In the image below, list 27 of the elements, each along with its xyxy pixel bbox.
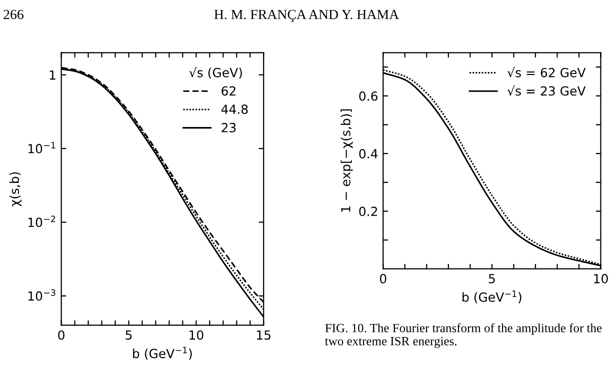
- y-tick-label: 0.2: [359, 206, 378, 216]
- y-tick-label: 10$^{−3}$: [28, 289, 56, 301]
- y-tick-label: 10$^{−2}$: [28, 216, 56, 228]
- legend-label: 62: [222, 86, 236, 96]
- y-tick-label: 0.4: [359, 149, 378, 158]
- y-axis-title: 1 − exp[−χ(s,b)]: [340, 109, 353, 212]
- legend-title: √s (GeV): [189, 67, 242, 79]
- y-axis-title: χ(s,b): [9, 172, 22, 206]
- x-axis-title: b (GeV$^{−1}$): [462, 290, 522, 304]
- x-tick-label: 10: [190, 330, 204, 340]
- legend-label: √s = 62 GeV: [507, 67, 586, 78]
- legend-label: 23: [222, 122, 236, 132]
- x-tick-label: 0: [58, 330, 64, 340]
- legend-label: 44.8: [221, 104, 248, 114]
- x-tick-label: 5: [488, 274, 495, 284]
- x-tick-label: 0: [380, 274, 386, 284]
- x-axis-title: b (GeV$^{−1}$): [133, 346, 192, 360]
- text: 266: [4, 10, 24, 20]
- y-tick-label: 10$^{−1}$: [28, 142, 56, 154]
- x-tick-label: 10: [594, 274, 608, 284]
- legend-label: √s = 23 GeV: [507, 85, 586, 96]
- x-tick-label: 5: [126, 330, 132, 340]
- y-tick-label: 0.6: [359, 91, 378, 101]
- caption: FIG. 10. The Fourier transform of the amplitude for the two extreme ISR energies.: [325, 323, 602, 348]
- text: H. M. FRANÇA AND Y. HAMA: [214, 10, 400, 22]
- y-tick-label: 1: [50, 70, 56, 80]
- x-tick-label: 15: [257, 330, 270, 340]
